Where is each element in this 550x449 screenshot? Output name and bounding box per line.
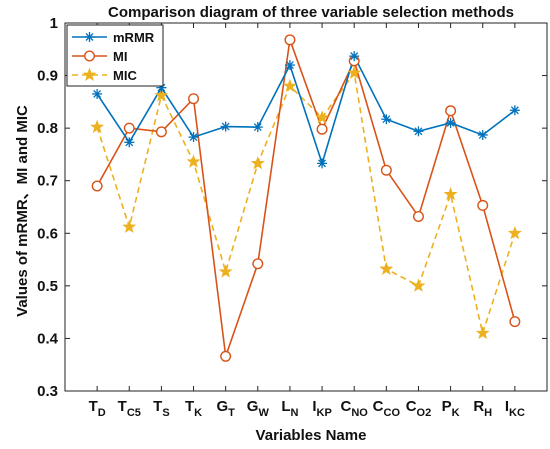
x-axis-label: Variables Name	[256, 427, 367, 444]
data-point-mic	[218, 264, 233, 278]
data-point-mic	[90, 119, 105, 134]
asterisk-stroke	[446, 118, 455, 127]
data-point-mi	[252, 258, 264, 270]
series-line-mic	[96, 70, 516, 337]
data-point-mi	[445, 105, 457, 117]
data-point-mic	[443, 187, 458, 201]
y-tick-label: 1	[50, 15, 58, 32]
asterisk-stroke	[318, 159, 327, 168]
asterisk-stroke	[285, 61, 294, 70]
asterisk-stroke	[189, 133, 198, 142]
y-tick-label: 0.4	[37, 330, 59, 347]
x-tick-label: IKC	[505, 398, 525, 419]
data-point-mic	[379, 261, 394, 276]
data-point-mi	[123, 122, 135, 134]
legend: mRMR MI MIC	[66, 24, 164, 87]
data-point-mrmr	[124, 137, 135, 148]
legend-marker-mic	[82, 67, 97, 82]
data-point-mic	[250, 156, 265, 170]
y-tick-label: 0.9	[37, 68, 58, 85]
data-point-mrmr	[413, 126, 424, 137]
x-tick-label: LN	[281, 398, 298, 419]
x-tick-label: CO2	[406, 398, 432, 419]
y-tick-label: 0.6	[37, 225, 58, 242]
data-point-mic	[315, 110, 330, 124]
x-tick-label: PK	[442, 398, 460, 419]
y-tick-label: 0.7	[37, 173, 58, 190]
data-point-mi	[316, 123, 328, 135]
x-tick-label: GT	[216, 398, 235, 419]
data-point-mrmr	[284, 60, 295, 71]
data-point-mrmr	[317, 158, 328, 169]
x-tick-label: RH	[473, 398, 492, 419]
asterisk-stroke	[93, 90, 102, 98]
data-point-mi	[509, 316, 521, 328]
data-point-mic	[122, 219, 137, 233]
legend-label-mic: MIC	[113, 68, 137, 83]
asterisk-stroke	[221, 122, 230, 131]
data-point-mrmr	[381, 114, 392, 125]
x-tick-label: TD	[89, 398, 106, 419]
x-tick-label: CCO	[373, 398, 401, 419]
data-point-mrmr	[220, 121, 231, 132]
data-point-mrmr	[509, 105, 520, 116]
data-point-mrmr	[188, 132, 199, 143]
data-point-mic	[507, 225, 522, 240]
data-point-mi	[155, 126, 167, 138]
data-point-mic	[186, 154, 201, 168]
asterisk-stroke	[510, 106, 519, 115]
legend-label-mrmr: mRMR	[113, 30, 155, 45]
legend-marker-mrmr	[84, 32, 95, 42]
x-tick-label: GW	[247, 398, 270, 419]
x-tick-label: CNO	[341, 398, 369, 419]
data-point-mi	[477, 199, 489, 211]
data-point-mrmr	[445, 117, 456, 128]
x-tick-label: IKP	[312, 398, 331, 419]
data-point-mi	[188, 93, 200, 105]
asterisk-stroke	[350, 52, 359, 61]
data-point-mic	[347, 65, 362, 79]
data-point-mi	[91, 180, 103, 192]
asterisk-stroke	[125, 138, 134, 147]
data-point-mic	[154, 88, 169, 102]
data-point-mic	[475, 325, 490, 340]
series-line-mi	[96, 39, 516, 357]
data-point-mrmr	[477, 129, 488, 140]
data-point-mi	[220, 350, 232, 362]
asterisk-stroke	[253, 123, 262, 132]
data-point-mi	[380, 164, 392, 176]
asterisk-stroke	[478, 131, 487, 139]
y-tick-label: 0.8	[37, 120, 58, 137]
x-tick-label: TC5	[118, 398, 141, 419]
asterisk-stroke	[85, 33, 94, 41]
data-point-mic	[411, 278, 426, 292]
data-point-mrmr	[92, 88, 103, 99]
legend-box	[66, 24, 164, 87]
data-point-mi	[284, 34, 296, 46]
chart-title: Comparison diagram of three variable sel…	[108, 4, 514, 21]
legend-label-mi: MI	[113, 49, 127, 64]
data-point-mrmr	[252, 122, 263, 133]
x-tick-label: TK	[185, 398, 202, 419]
asterisk-stroke	[382, 115, 391, 124]
legend-marker-mi	[83, 50, 95, 62]
asterisk-stroke	[157, 83, 166, 92]
y-axis-label: Values of mRMR、MI and MIC	[14, 105, 31, 317]
plot-area: 0.3 0.4 0.5 0.6 0.7 0.8 0.9 1 TD TC5 TS TK GT GW LN IKP…	[37, 15, 548, 419]
x-tick-label: TS	[153, 398, 170, 419]
data-point-mic	[282, 78, 297, 93]
data-point-mrmr	[349, 51, 360, 62]
asterisk-stroke	[414, 127, 423, 136]
y-tick-label: 0.3	[37, 383, 58, 400]
series-line-mrmr	[96, 53, 516, 167]
data-point-mi	[412, 210, 424, 222]
plot-frame	[64, 22, 548, 392]
y-tick-label: 0.5	[37, 278, 58, 295]
